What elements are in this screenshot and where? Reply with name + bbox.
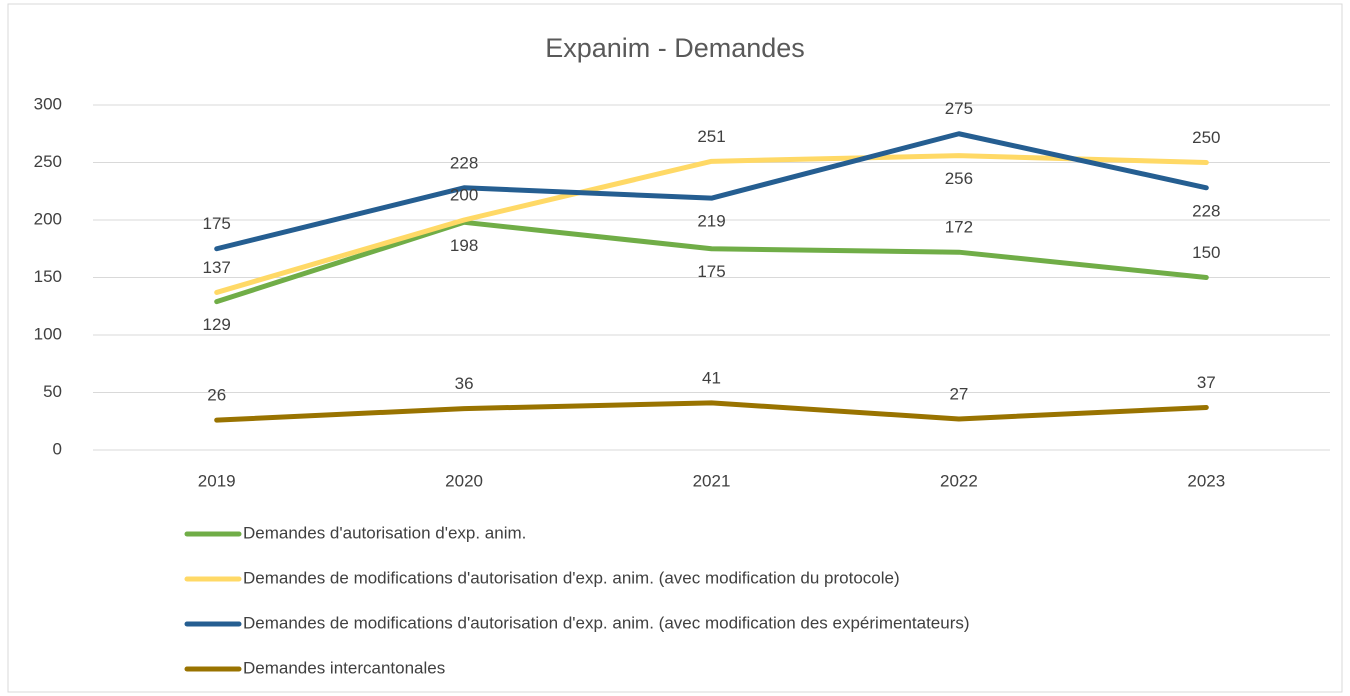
data-label: 175 <box>697 262 725 281</box>
data-label: 41 <box>702 368 721 387</box>
chart-frame <box>7 3 1343 693</box>
series-line <box>214 131 1209 252</box>
data-label: 250 <box>1192 128 1220 147</box>
series-line <box>214 400 1209 423</box>
data-label: 200 <box>450 185 478 204</box>
data-label: 228 <box>450 153 478 172</box>
data-label: 137 <box>203 258 231 277</box>
legend-label: Demandes de modifications d'autorisation… <box>243 613 970 632</box>
data-label: 228 <box>1192 201 1220 220</box>
x-tick-label: 2019 <box>198 471 236 490</box>
data-label: 219 <box>697 212 725 231</box>
data-label: 275 <box>945 99 973 118</box>
legend-label: Demandes intercantonales <box>243 658 445 677</box>
data-label: 172 <box>945 218 973 237</box>
y-tick-label: 300 <box>34 94 62 113</box>
y-tick-label: 100 <box>34 324 62 343</box>
series-line <box>214 153 1209 295</box>
data-label: 36 <box>455 374 474 393</box>
y-tick-label: 150 <box>34 267 62 286</box>
data-label: 175 <box>203 214 231 233</box>
legend-label: Demandes de modifications d'autorisation… <box>243 568 900 587</box>
data-label: 198 <box>450 236 478 255</box>
data-label: 129 <box>203 315 231 334</box>
y-tick-label: 250 <box>34 152 62 171</box>
legend-label: Demandes d'autorisation d'exp. anim. <box>243 523 526 542</box>
data-label: 26 <box>207 386 226 405</box>
x-tick-label: 2021 <box>693 471 731 490</box>
y-tick-label: 200 <box>34 209 62 228</box>
y-tick-label: 50 <box>43 382 62 401</box>
data-label: 256 <box>945 169 973 188</box>
data-label: 251 <box>697 127 725 146</box>
series-line <box>214 219 1209 305</box>
data-label: 150 <box>1192 243 1220 262</box>
data-label: 27 <box>949 384 968 403</box>
x-tick-label: 2022 <box>940 471 978 490</box>
x-tick-label: 2023 <box>1187 471 1225 490</box>
data-label: 37 <box>1197 373 1216 392</box>
chart-title: Expanim - Demandes <box>545 33 805 63</box>
y-tick-label: 0 <box>53 439 62 458</box>
x-tick-label: 2020 <box>445 471 483 490</box>
